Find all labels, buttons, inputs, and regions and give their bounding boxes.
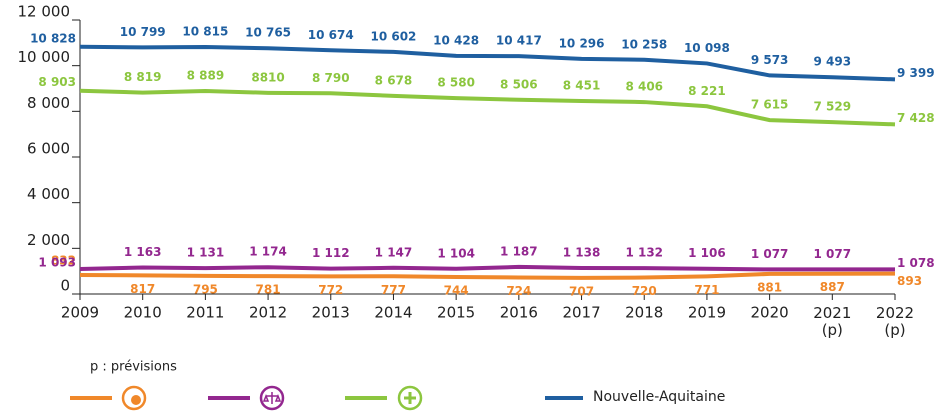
value-label: 10 258	[621, 37, 667, 51]
value-label: 744	[444, 284, 469, 298]
value-label: 1 132	[625, 246, 663, 260]
value-label: 8 819	[124, 70, 162, 84]
value-label: 893	[897, 274, 922, 288]
series-line	[79, 44, 896, 82]
value-label: 1 078	[897, 256, 935, 270]
value-label: 1 093	[38, 256, 76, 270]
value-label: 8 221	[688, 84, 726, 98]
value-label: 1 112	[312, 246, 350, 260]
x-tick-label: 2017	[562, 304, 600, 322]
series-line	[79, 88, 896, 127]
x-tick-label: 2021 (p)	[813, 304, 851, 339]
value-label: 8 506	[500, 77, 538, 91]
value-label: 887	[820, 280, 845, 294]
value-label: 9 493	[814, 55, 852, 69]
value-label: 8 580	[437, 76, 475, 90]
value-label: 8 678	[375, 73, 413, 87]
y-tick-label: 4 000	[27, 185, 70, 203]
value-label: 7 529	[814, 100, 852, 114]
x-tick-label: 2013	[312, 304, 350, 322]
value-label: 8 406	[625, 80, 663, 94]
value-label: 10 765	[245, 26, 291, 40]
value-label: 10 799	[120, 25, 166, 39]
legend-icons	[70, 385, 423, 411]
series-line	[79, 264, 896, 272]
value-label: 10 602	[370, 29, 416, 43]
y-tick-label: 6 000	[27, 140, 70, 158]
value-label: 10 417	[496, 34, 542, 48]
value-label: 10 815	[182, 25, 228, 39]
x-tick-label: 2012	[249, 304, 287, 322]
value-label: 8 889	[187, 69, 225, 83]
value-label: 8 790	[312, 71, 350, 85]
x-tick-label: 2019	[688, 304, 726, 322]
x-tick-label: 2014	[374, 304, 412, 322]
y-tick-label: 8 000	[27, 94, 70, 112]
value-label: 10 428	[433, 33, 479, 47]
value-label: 10 828	[30, 31, 76, 45]
value-label: 10 098	[684, 41, 730, 55]
x-tick-label: 2020	[751, 304, 789, 322]
value-label: 1 138	[563, 246, 601, 260]
value-label: 777	[381, 283, 406, 297]
value-label: 720	[632, 284, 657, 298]
y-tick-label: 0	[60, 277, 70, 295]
value-label: 771	[694, 283, 719, 297]
value-label: 1 077	[751, 247, 789, 261]
value-label: 881	[757, 280, 782, 294]
value-label: 10 674	[308, 28, 354, 42]
y-tick-label: 10 000	[18, 48, 71, 66]
x-tick-label: 2016	[500, 304, 538, 322]
value-label: 7 615	[751, 98, 789, 112]
value-label: 1 163	[124, 245, 162, 259]
x-tick-label: 2011	[186, 304, 224, 322]
value-label: 1 131	[187, 246, 225, 260]
value-label: 1 174	[249, 245, 287, 259]
value-label: 707	[569, 284, 594, 298]
x-tick-label: 2010	[124, 304, 162, 322]
value-label: 8810	[251, 70, 284, 84]
legend-label: Nouvelle-Aquitaine	[593, 389, 725, 405]
value-label: 1 077	[814, 247, 852, 261]
annotation: p : prévisions	[90, 360, 177, 375]
value-label: 8 451	[563, 79, 601, 93]
value-label: 724	[506, 284, 531, 298]
value-label: 832	[51, 254, 76, 268]
value-label: 817	[130, 282, 155, 296]
x-tick-label: 2018	[625, 304, 663, 322]
value-label: 7 428	[897, 111, 935, 125]
value-label: 781	[256, 283, 281, 297]
value-label: 9 399	[897, 66, 935, 80]
value-label: 1 187	[500, 244, 538, 258]
value-label: 772	[318, 283, 343, 297]
x-tick-label: 2009	[61, 304, 99, 322]
value-label: 10 296	[559, 36, 605, 50]
value-label: 8 903	[38, 75, 76, 89]
x-tick-label: 2015	[437, 304, 475, 322]
value-label: 1 104	[437, 246, 475, 260]
x-tick-label: 2022 (p)	[876, 304, 914, 339]
y-tick-label: 12 000	[18, 3, 71, 21]
value-label: 9 573	[751, 53, 789, 67]
value-label: 1 106	[688, 246, 726, 260]
value-label: 795	[193, 282, 218, 296]
series-line	[79, 271, 896, 280]
y-tick-label: 2 000	[27, 231, 70, 249]
value-label: 1 147	[375, 245, 413, 259]
